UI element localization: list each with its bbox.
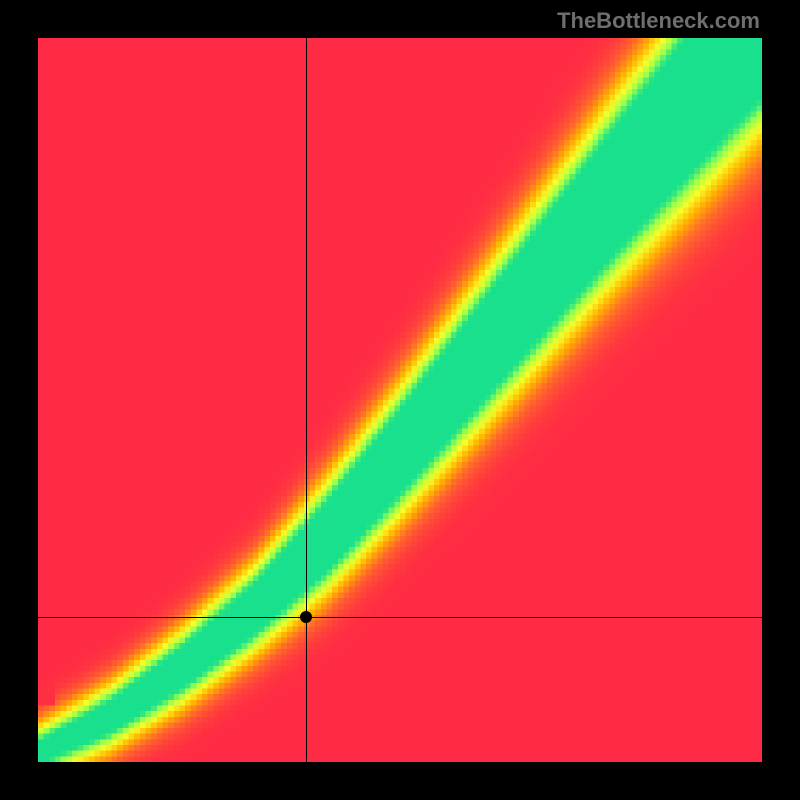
data-point-marker [300, 611, 312, 623]
heatmap-canvas [38, 38, 762, 762]
watermark: TheBottleneck.com [557, 8, 760, 34]
plot-area [38, 38, 762, 762]
crosshair-horizontal [38, 617, 762, 618]
crosshair-vertical [306, 38, 307, 762]
